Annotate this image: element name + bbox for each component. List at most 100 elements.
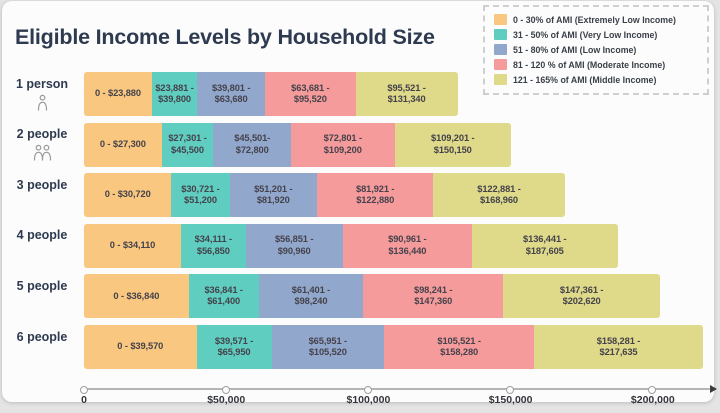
segment-label: $72,801 - $109,200 bbox=[323, 133, 362, 155]
legend-swatch bbox=[494, 44, 507, 55]
axis-tick bbox=[363, 385, 372, 394]
segment-label: $95,521 - $131,340 bbox=[387, 82, 426, 105]
person-icon bbox=[2, 346, 82, 364]
segment-label: $51,201 - $81,920 bbox=[254, 183, 293, 206]
row-label: 6 people bbox=[2, 325, 82, 369]
segment-label: $65,951 - $105,520 bbox=[308, 335, 347, 358]
bar-segment: 0 - $39,570 bbox=[84, 325, 197, 369]
axis-tick bbox=[506, 385, 515, 394]
axis-tick-label: $200,000 bbox=[630, 394, 675, 406]
chart-card: Eligible Income Levels by Household Size… bbox=[2, 1, 718, 406]
legend-item: 81 - 120 % of AMI (Moderate Income) bbox=[494, 58, 700, 71]
legend-item: 121 - 165% of AMI (Middle Income) bbox=[494, 73, 700, 86]
legend-label: 121 - 165% of AMI (Middle Income) bbox=[513, 74, 657, 85]
segment-label: $36,841 - $61,400 bbox=[204, 284, 243, 307]
legend-swatch bbox=[494, 14, 507, 25]
segment-label: 0 - $27,300 bbox=[99, 138, 146, 149]
bar-segment: 0 - $30,720 bbox=[84, 173, 172, 218]
household-bar: 0 - $34,110 $34,111 - $56,850 $56,851 - $9… bbox=[84, 223, 618, 268]
bar-segment: $63,681 - $95,520 bbox=[265, 72, 356, 116]
row-label-text: 1 person bbox=[15, 76, 69, 91]
person-icon bbox=[2, 244, 82, 262]
bar-segment: $56,851 - $90,960 bbox=[245, 223, 343, 268]
segment-label: $81,921 - $122,880 bbox=[356, 183, 395, 206]
bar-segment: 0 - $27,300 bbox=[84, 122, 162, 167]
bar-segment: $98,241 - $147,360 bbox=[363, 274, 504, 319]
legend-label: 51 - 80% of AMI (Low Income) bbox=[513, 44, 637, 55]
legend-label: 31 - 50% of AMI (Very Low Income) bbox=[513, 29, 658, 40]
legend-item: 51 - 80% of AMI (Low Income) bbox=[494, 43, 700, 56]
segment-label: $90,961 - $136,440 bbox=[388, 234, 427, 256]
bar-segment: $39,571 - $65,950 bbox=[196, 325, 272, 369]
segment-label: $39,801 - $63,680 bbox=[211, 82, 251, 105]
row-label-text: 5 people bbox=[16, 278, 68, 293]
household-bar: 0 - $27,300 $27,301 - $45,500 $45,501- $72… bbox=[84, 122, 512, 167]
bar-segment: $27,301 - $45,500 bbox=[161, 122, 214, 167]
legend-item: 31 - 50% of AMI (Very Low Income) bbox=[494, 28, 700, 41]
axis-tick-label: 0 bbox=[81, 394, 87, 406]
bar-segment: $36,841 - $61,400 bbox=[188, 274, 259, 319]
segment-label: $158,281 - $217,635 bbox=[596, 335, 641, 358]
segment-label: $34,111 - $56,850 bbox=[194, 234, 233, 256]
row-label-text: 6 people bbox=[16, 329, 68, 344]
bar-segment: $39,801 - $63,680 bbox=[197, 72, 266, 116]
legend-swatch bbox=[494, 59, 507, 70]
bar-segment: $65,951 - $105,520 bbox=[271, 325, 385, 369]
segment-label: $56,851 - $90,960 bbox=[274, 234, 314, 256]
segment-label: $30,721 - $51,200 bbox=[181, 183, 220, 206]
bar-segment: $90,961 - $136,440 bbox=[342, 223, 473, 268]
segment-label: $105,521 - $158,280 bbox=[437, 335, 481, 358]
segment-label: $136,441 - $187,605 bbox=[523, 234, 567, 256]
legend-item: 0 - 30% of AMI (Extremely Low Income) bbox=[494, 13, 700, 26]
household-bar: 0 - $36,840 $36,841 - $61,400 $61,401 - $9… bbox=[84, 274, 661, 319]
bar-segment: $136,441 - $187,605 bbox=[472, 223, 618, 268]
bar-segment: $51,201 - $81,920 bbox=[229, 173, 317, 218]
bar-segment: $147,361 - $202,620 bbox=[503, 274, 661, 319]
person-icon bbox=[33, 144, 51, 161]
axis-tick bbox=[79, 385, 88, 394]
axis-tick-label: $100,000 bbox=[346, 394, 391, 406]
segment-label: $98,241 - $147,360 bbox=[414, 284, 453, 307]
legend-label: 81 - 120 % of AMI (Moderate Income) bbox=[513, 59, 666, 70]
segment-label: $109,201 - $150,150 bbox=[431, 133, 475, 155]
legend-swatch bbox=[494, 29, 507, 40]
bar-segment: $105,521 - $158,280 bbox=[384, 325, 535, 369]
household-bar: 0 - $30,720 $30,721 - $51,200 $51,201 - $8… bbox=[84, 173, 565, 218]
axis-line bbox=[84, 388, 711, 390]
row-label-text: 4 people bbox=[16, 228, 68, 243]
legend-label: 0 - 30% of AMI (Extremely Low Income) bbox=[513, 14, 676, 25]
segment-label: 0 - $34,110 bbox=[109, 240, 156, 251]
row-label: 4 people bbox=[2, 224, 82, 268]
axis-tick-label: $150,000 bbox=[488, 394, 533, 406]
household-bar: 0 - $39,570 $39,571 - $65,950 $65,951 - $1… bbox=[84, 325, 703, 369]
segment-label: 0 - $30,720 bbox=[104, 189, 151, 200]
segment-label: 0 - $23,880 bbox=[94, 88, 141, 99]
segment-label: $61,401 - $98,240 bbox=[291, 284, 331, 307]
bar-segment: $122,881 - $168,960 bbox=[433, 173, 565, 218]
household-bar: 0 - $23,880 $23,881 - $39,800 $39,801 - $6… bbox=[84, 72, 458, 116]
person-icon bbox=[2, 194, 82, 212]
row-label: 1 person bbox=[2, 72, 82, 116]
bar-segment: $81,921 - $122,880 bbox=[316, 173, 434, 218]
bar-segment: $158,281 - $217,635 bbox=[534, 325, 703, 369]
segment-label: $23,881 - $39,800 bbox=[155, 82, 194, 105]
bar-segment: $45,501- $72,800 bbox=[213, 122, 292, 167]
segment-label: 0 - $39,570 bbox=[117, 341, 164, 352]
legend-swatch bbox=[494, 74, 507, 85]
row-label: 5 people bbox=[2, 274, 82, 318]
legend: 0 - 30% of AMI (Extremely Low Income) 31 … bbox=[483, 5, 709, 95]
bar-segment: $72,801 - $109,200 bbox=[291, 122, 395, 167]
bar-segment: $34,111 - $56,850 bbox=[181, 223, 246, 268]
bar-segment: 0 - $23,880 bbox=[84, 72, 152, 116]
axis-tick-label: $50,000 bbox=[207, 394, 246, 406]
row-label: 2 people bbox=[2, 123, 82, 167]
segment-label: $63,681 - $95,520 bbox=[291, 82, 330, 105]
axis-tick bbox=[648, 385, 657, 394]
segment-label: 0 - $36,840 bbox=[113, 290, 160, 301]
bar-segment: $23,881 - $39,800 bbox=[151, 72, 198, 116]
bar-segment: $61,401 - $98,240 bbox=[258, 274, 364, 319]
segment-label: $27,301 - $45,500 bbox=[168, 133, 207, 155]
segment-label: $39,571 - $65,950 bbox=[214, 335, 254, 358]
bar-segment: 0 - $34,110 bbox=[84, 223, 181, 268]
